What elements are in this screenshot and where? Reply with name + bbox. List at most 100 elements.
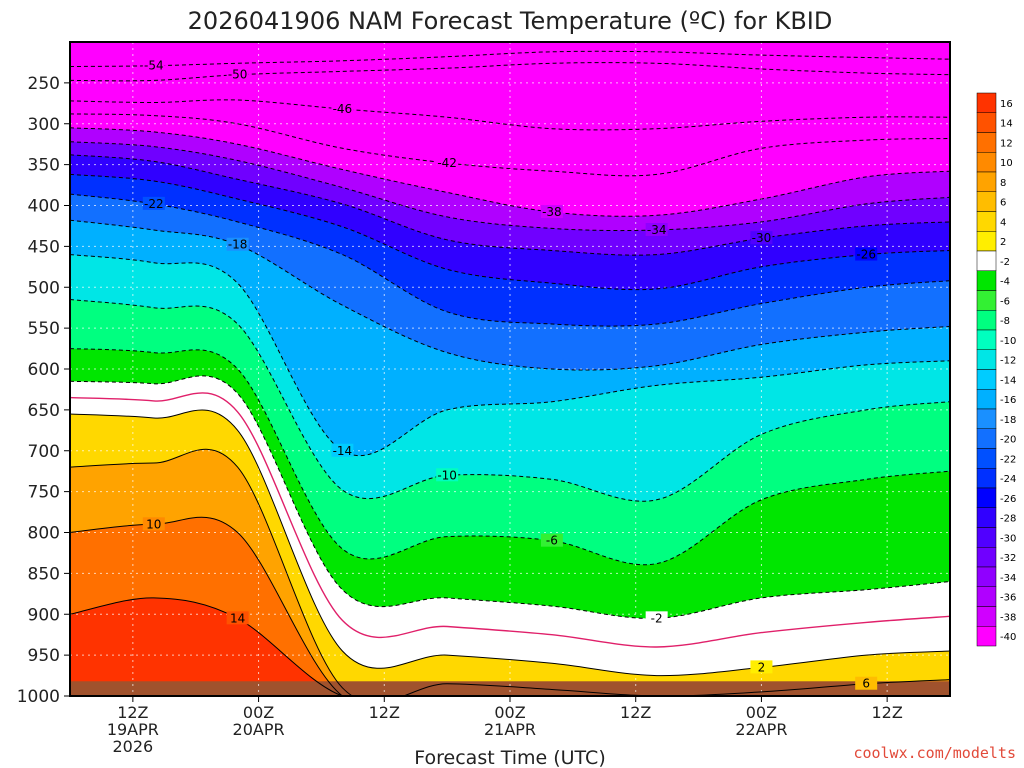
colorbar-label: 4 [1000, 217, 1006, 228]
colorbar-swatch [976, 132, 997, 153]
contour-label-bg [540, 533, 563, 547]
colorbar-swatch [976, 92, 997, 113]
y-axis: 250 300 350 400 450 500 550 600 650 700 750 800 850 9… [17, 74, 70, 707]
x-tick-label: 12Z [620, 703, 651, 722]
colorbar-label: -12 [1000, 356, 1016, 367]
temperature-band [70, 597, 950, 696]
contour-line [70, 154, 950, 256]
colorbar-swatch [976, 626, 997, 647]
contour-line [70, 193, 950, 327]
contour-line [70, 409, 950, 677]
x-tick-label: 12Z [871, 703, 902, 722]
colorbar-label: -40 [1000, 632, 1016, 643]
x-tick-label: 20APR [233, 720, 285, 739]
y-tick-label: 700 [28, 442, 60, 462]
colorbar-swatch [976, 211, 997, 232]
contour-label: -46 [333, 102, 353, 116]
colorbar-swatch [976, 191, 997, 212]
contour-label-bg [645, 611, 668, 625]
x-tick-label: 12Z [369, 703, 400, 722]
contour-label-bg [855, 247, 878, 261]
y-tick-label: 600 [28, 360, 60, 380]
y-tick-label: 350 [28, 156, 60, 176]
contour-line [70, 448, 950, 696]
contour-label: 2 [758, 660, 766, 674]
colorbar-swatch [976, 329, 997, 350]
colorbar-label: -32 [1000, 553, 1016, 564]
contour-label: -10 [437, 468, 457, 482]
contour-label-bg [645, 223, 668, 237]
colorbar: 16 14 12 10 8 6 4 2 -2 -4 -6 -8 -10 -12 -14 -16 -18 -20 -2… [976, 92, 1016, 647]
colorbar-swatch [976, 290, 997, 311]
contour-label: -50 [228, 68, 248, 82]
credit-text: coolwx.com/modelts [853, 744, 1016, 762]
colorbar-label: -8 [1000, 316, 1010, 327]
y-tick-label: 750 [28, 483, 60, 503]
contour-label: -38 [542, 205, 562, 219]
colorbar-label: 12 [1000, 138, 1013, 149]
contour-label: 6 [862, 677, 870, 691]
colorbar-label: -6 [1000, 296, 1010, 307]
contour-line [70, 348, 950, 566]
contour-label-bg [142, 196, 165, 210]
colorbar-label: -18 [1000, 415, 1016, 426]
contour-line [70, 141, 950, 232]
contour-label-bg [226, 611, 249, 625]
plot-area [70, 42, 950, 696]
contour-label-bg [226, 237, 249, 251]
colorbar-swatch [976, 408, 997, 429]
contour-label: -18 [228, 238, 248, 252]
x-axis-label: Forecast Time (UTC) [414, 747, 605, 768]
y-tick-label: 400 [28, 197, 60, 217]
y-tick-label: 450 [28, 237, 60, 257]
colorbar-swatch [976, 349, 997, 370]
x-tick-label: 00Z [243, 703, 274, 722]
colorbar-swatch [976, 369, 997, 390]
y-tick-label: 300 [28, 115, 60, 135]
y-tick-label: 1000 [17, 687, 60, 707]
contour-line [70, 254, 950, 457]
colorbar-swatch [976, 606, 997, 627]
colorbar-label: 6 [1000, 198, 1006, 209]
colorbar-swatch [976, 468, 997, 489]
contour-label: -30 [752, 231, 772, 245]
x-tick-label: 2026 [112, 737, 153, 756]
colorbar-label: -26 [1000, 494, 1016, 505]
contour-label-bg [142, 517, 165, 531]
colorbar-label: -14 [1000, 375, 1016, 386]
colorbar-swatch [976, 270, 997, 291]
contour-label: -2 [651, 611, 663, 625]
colorbar-label: -20 [1000, 435, 1016, 446]
contour-line [70, 219, 950, 371]
contour-line [70, 173, 950, 291]
contour-label: -26 [856, 248, 876, 262]
y-tick-label: 250 [28, 74, 60, 94]
colorbar-swatch [976, 448, 997, 469]
contour-line [70, 375, 950, 619]
colorbar-label: -2 [1000, 257, 1010, 268]
ground-layer [70, 681, 950, 696]
y-tick-label: 800 [28, 524, 60, 544]
contour-label: -22 [144, 197, 164, 211]
colorbar-swatch [976, 586, 997, 607]
colorbar-label: -34 [1000, 573, 1016, 584]
contour-label-bg [540, 205, 563, 219]
contour-label-bg [436, 155, 459, 169]
colorbar-label: 8 [1000, 178, 1006, 189]
contour-label-bg [750, 660, 773, 674]
contour-label: 14 [230, 611, 245, 625]
y-tick-label: 900 [28, 605, 60, 625]
colorbar-swatch [976, 487, 997, 508]
colorbar-label: -16 [1000, 395, 1016, 406]
contour-label: -42 [437, 156, 457, 170]
colorbar-swatch [976, 310, 997, 331]
x-tick-label: 00Z [746, 703, 777, 722]
contour-label-bg [436, 468, 459, 482]
chart-title: 2026041906 NAM Forecast Temperature (ºC)… [188, 7, 833, 35]
colorbar-swatch [976, 428, 997, 449]
colorbar-swatch [976, 231, 997, 252]
x-tick-label: 12Z [117, 703, 148, 722]
contour-line [70, 299, 950, 502]
